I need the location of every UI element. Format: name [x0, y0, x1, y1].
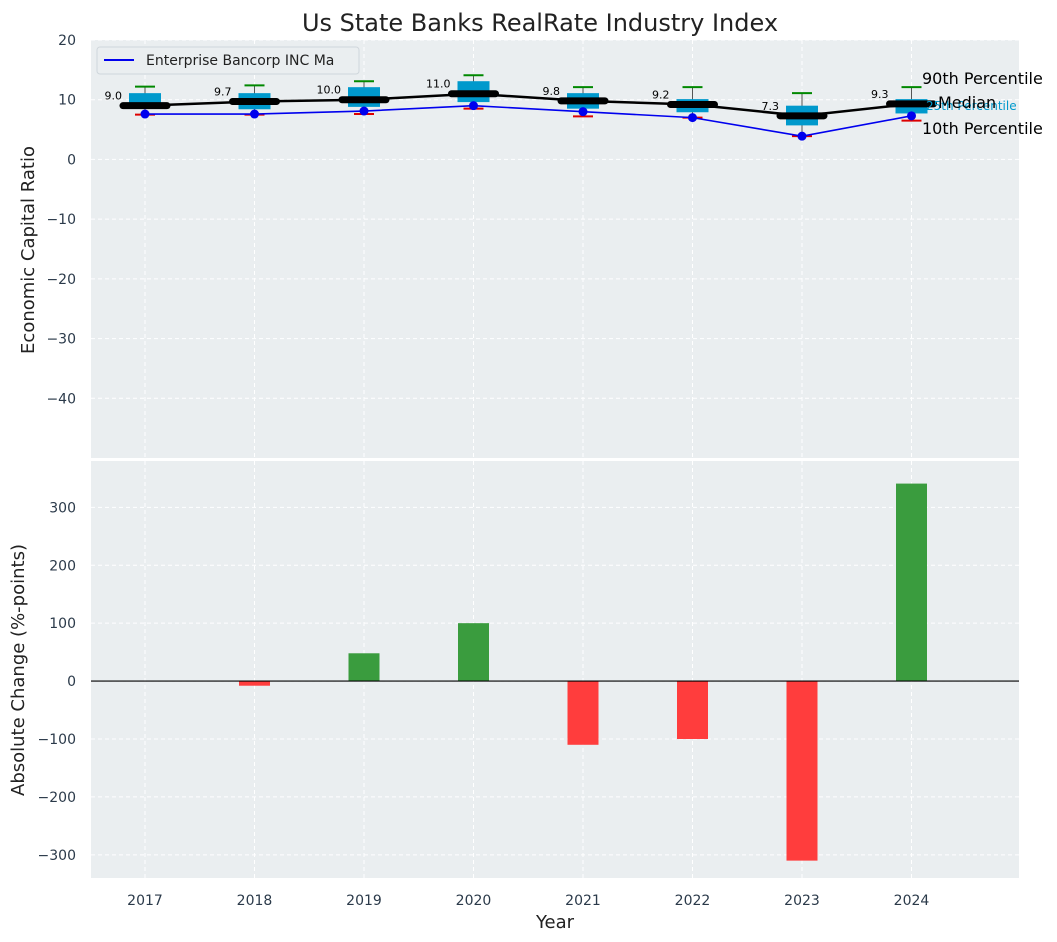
bottom-y-tick-label: 300 [49, 500, 76, 516]
x-tick-label: 2021 [565, 893, 601, 909]
legend-box [96, 46, 360, 75]
company-point [359, 106, 369, 116]
change-bar [677, 681, 708, 739]
x-tick-label: 2019 [346, 893, 382, 909]
median-value-label: 11.0 [426, 78, 451, 91]
median-value-label: 9.7 [214, 86, 232, 99]
company-point [578, 107, 588, 117]
median-value-label: 9.2 [652, 88, 670, 101]
change-bar [786, 681, 818, 861]
top-y-tick-label: −30 [46, 332, 76, 348]
legend: Enterprise Bancorp INC Ma [96, 46, 360, 75]
bottom-y-tick-label: 0 [67, 674, 76, 690]
chart-title: Us State Banks RealRate Industry Index [302, 9, 778, 37]
top-y-tick-label: −10 [46, 212, 76, 228]
median-value-label: 10.0 [317, 84, 342, 97]
x-tick-label: 2024 [894, 893, 930, 909]
x-tick-labels: 2017 2018 2019 2020 2021 2022 2023 2024 [127, 893, 929, 909]
p25-annotation: 25th Percentile [926, 99, 1017, 113]
company-point [907, 111, 916, 121]
median-value-label: 7.3 [762, 100, 780, 113]
change-bar [348, 653, 380, 682]
change-bar [896, 483, 927, 682]
top-y-tick-label: 20 [58, 33, 76, 49]
top-y-tick-label: −40 [46, 391, 76, 407]
top-y-tick-labels: −40 −30 −20 −10 0 10 20 [46, 33, 76, 407]
company-point [469, 101, 478, 111]
company-line [145, 104, 912, 137]
median-value-label: 9.8 [543, 85, 561, 98]
bottom-panel-marks [91, 483, 1019, 861]
x-tick-label: 2023 [784, 893, 820, 909]
p90-annotation: 90th Percentile [922, 69, 1043, 88]
bottom-y-axis-label: Absolute Change (%-points) [8, 544, 29, 796]
bottom-y-tick-label: −200 [38, 790, 76, 806]
top-y-tick-label: 10 [58, 93, 76, 109]
x-tick-label: 2017 [127, 893, 163, 909]
bottom-panel-background [91, 461, 1019, 878]
change-bar [458, 623, 489, 682]
median-value-label: 9.3 [871, 88, 889, 101]
bottom-y-tick-labels: −300 −200 −100 0 100 200 300 [38, 500, 76, 864]
company-point [140, 109, 150, 119]
top-y-tick-label: −20 [46, 272, 76, 288]
top-panel-marks: 9.0 9.7 10.0 11.0 9.8 9.2 7.3 9.3 [105, 74, 937, 141]
median-annotation: Median [938, 93, 996, 112]
top-y-tick-label: 0 [67, 152, 76, 168]
legend-entry-text: Enterprise Bancorp INC Ma [146, 53, 334, 69]
x-tick-label: 2018 [237, 893, 273, 909]
x-tick-label: 2020 [456, 893, 492, 909]
company-point [688, 113, 697, 123]
top-y-axis-label: Economic Capital Ratio [18, 146, 39, 354]
bottom-y-tick-label: 200 [49, 558, 76, 574]
bottom-y-tick-label: −300 [38, 848, 76, 864]
median-value-label: 9.0 [105, 90, 123, 103]
bottom-y-tick-label: −100 [38, 732, 76, 748]
company-point [250, 109, 259, 119]
change-bar [567, 681, 599, 745]
x-tick-label: 2022 [675, 893, 711, 909]
change-bar [239, 681, 270, 686]
bottom-y-tick-label: 100 [49, 616, 76, 632]
company-point [797, 131, 807, 141]
p10-annotation: 10th Percentile [922, 119, 1043, 138]
x-axis-label: Year [535, 912, 575, 933]
